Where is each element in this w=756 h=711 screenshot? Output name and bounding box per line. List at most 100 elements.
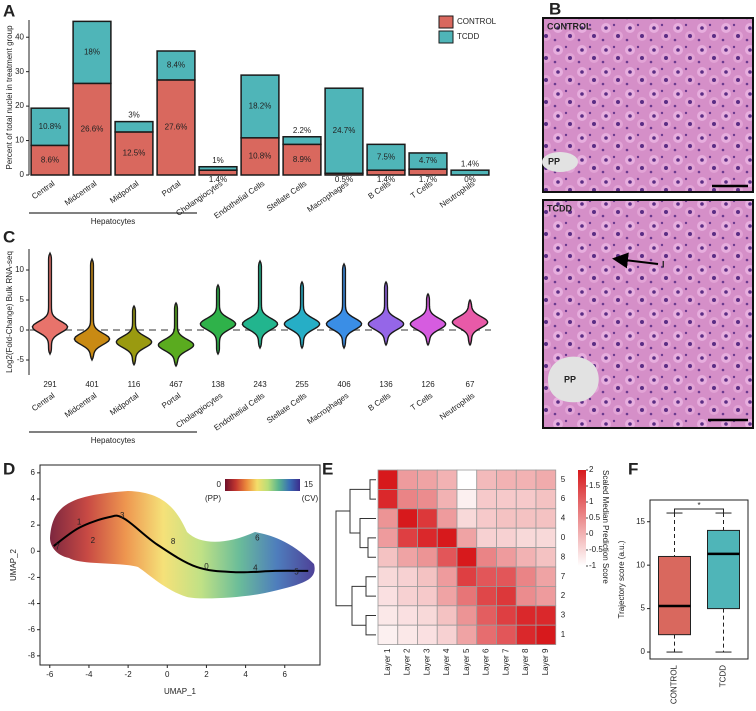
bar-segment bbox=[72, 82, 112, 176]
y-tick-label: 0 bbox=[20, 170, 25, 179]
heatmap-cell bbox=[476, 605, 497, 626]
heatmap-cell bbox=[496, 469, 517, 490]
heatmap-cell bbox=[436, 586, 458, 607]
count-label: 67 bbox=[466, 380, 475, 389]
bar-segment bbox=[450, 169, 490, 176]
row-label: 3 bbox=[561, 611, 566, 620]
y-tick-label: 5 bbox=[20, 295, 25, 304]
bar-segment bbox=[240, 137, 280, 176]
violin bbox=[241, 259, 279, 350]
y-tick-label: -2 bbox=[28, 573, 36, 582]
heatmap-cell bbox=[377, 605, 399, 626]
heatmap-cell bbox=[515, 488, 537, 510]
heatmap-cell bbox=[436, 624, 458, 646]
row-label: 5 bbox=[561, 475, 566, 484]
y-tick-label: 6 bbox=[31, 468, 36, 477]
colorbar-end-label: (PP) bbox=[205, 494, 221, 503]
heatmap-cell bbox=[417, 547, 438, 568]
x-tick-label: Macrophages bbox=[305, 179, 350, 214]
colorbar-tick-label: 1.5 bbox=[589, 481, 601, 490]
colorbar-tick-label: 15 bbox=[304, 480, 313, 489]
row-label: 1 bbox=[561, 630, 566, 639]
heatmap-cell bbox=[377, 508, 399, 529]
significance-bracket bbox=[674, 508, 724, 513]
y-axis-label: Percent of total nuclei in treatment gro… bbox=[5, 25, 14, 170]
heatmap-cell bbox=[476, 624, 497, 646]
heatmap-cell bbox=[456, 624, 478, 646]
value-label: 27.6% bbox=[165, 123, 188, 132]
heatmap-cell bbox=[456, 566, 478, 587]
colorbar bbox=[225, 479, 300, 491]
value-label: 7.5% bbox=[377, 152, 395, 161]
value-label: 2.2% bbox=[293, 126, 311, 135]
heatmap-cell bbox=[417, 469, 438, 490]
x-axis-label: UMAP_1 bbox=[164, 687, 197, 696]
count-label: 401 bbox=[85, 380, 99, 389]
column-label: Layer 1 bbox=[383, 648, 392, 675]
value-label: 10.8% bbox=[249, 152, 272, 161]
column-label: Layer 9 bbox=[541, 648, 550, 675]
legend-label: TCDD bbox=[457, 32, 479, 41]
count-label: 138 bbox=[211, 380, 225, 389]
portal-vein bbox=[548, 356, 599, 403]
y-tick-label: 0 bbox=[20, 325, 25, 334]
heatmap-cell bbox=[456, 488, 478, 510]
value-label: 24.7% bbox=[333, 126, 356, 135]
heatmap-cell bbox=[377, 624, 399, 646]
x-tick-label: 2 bbox=[204, 670, 209, 679]
panel-letter: E bbox=[322, 459, 333, 478]
colorbar-tick-label: -1 bbox=[589, 561, 597, 570]
x-tick-label: Neutrophils bbox=[438, 179, 476, 210]
node-label: 4 bbox=[253, 563, 258, 572]
dendrogram-branch bbox=[367, 537, 376, 558]
y-tick-label: -6 bbox=[28, 625, 36, 634]
portal-vein bbox=[542, 152, 578, 172]
value-label: 0% bbox=[464, 175, 476, 184]
row-label: 0 bbox=[561, 533, 566, 542]
legend-swatch bbox=[438, 15, 454, 29]
heatmap-cell bbox=[456, 586, 478, 607]
violin bbox=[73, 257, 111, 362]
violin bbox=[409, 292, 447, 347]
heatmap-cell bbox=[515, 624, 537, 646]
heatmap-cell bbox=[496, 547, 517, 568]
dendrogram bbox=[335, 479, 376, 636]
row-label: 6 bbox=[561, 494, 566, 503]
heatmap-cell bbox=[496, 605, 517, 626]
y-tick-label: 5 bbox=[641, 604, 646, 613]
row-label: 4 bbox=[561, 514, 566, 523]
panel-letter: F bbox=[628, 459, 638, 478]
colorbar-tick-label: 0 bbox=[217, 480, 222, 489]
node-label: 5 bbox=[294, 567, 299, 576]
count-label: 291 bbox=[43, 380, 57, 389]
violin bbox=[325, 262, 363, 350]
x-tick-label: Stellate Cells bbox=[265, 179, 308, 213]
value-label: 8.9% bbox=[293, 155, 311, 164]
count-label: 243 bbox=[253, 380, 267, 389]
x-tick-label: Midportal bbox=[108, 179, 140, 205]
bar-segment bbox=[408, 168, 448, 176]
y-tick-label: 2 bbox=[31, 520, 36, 529]
y-tick-label: 15 bbox=[636, 517, 645, 526]
bar-segment bbox=[282, 136, 322, 146]
heatmap-cell bbox=[535, 469, 557, 490]
x-tick-label: Portal bbox=[160, 391, 182, 410]
heatmap-cell bbox=[436, 508, 458, 529]
value-label: 18% bbox=[84, 47, 100, 56]
heatmap-cell bbox=[436, 605, 458, 626]
y-tick-label: -5 bbox=[17, 355, 25, 364]
x-tick-label: Macrophages bbox=[305, 391, 350, 426]
heatmap-cell bbox=[377, 527, 399, 549]
heatmap-cell bbox=[496, 624, 517, 646]
heatmap-cell bbox=[436, 469, 458, 490]
column-label: Layer 5 bbox=[462, 648, 471, 675]
value-label: 26.6% bbox=[81, 124, 104, 133]
column-label: Layer 3 bbox=[422, 648, 431, 675]
y-tick-label: 30 bbox=[15, 67, 24, 76]
y-tick-label: 0 bbox=[31, 546, 36, 555]
value-label: 1.7% bbox=[419, 175, 437, 184]
value-label: 1.4% bbox=[377, 175, 395, 184]
legend-label: CONTROL bbox=[457, 17, 497, 26]
heatmap-cell bbox=[417, 605, 438, 626]
value-label: 3% bbox=[128, 111, 140, 120]
